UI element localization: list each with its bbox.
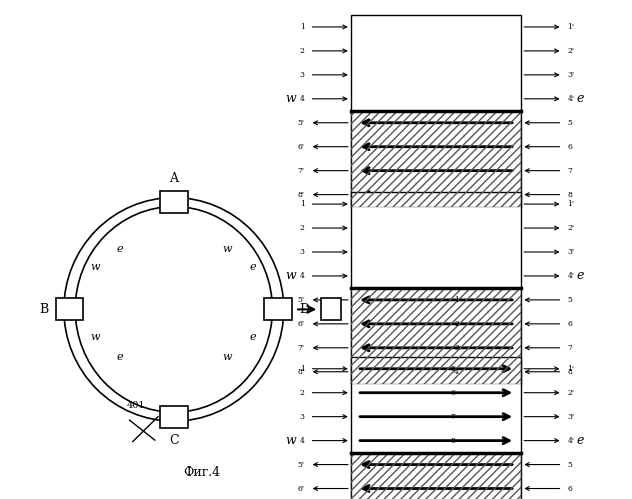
Text: 3: 3 <box>300 71 305 79</box>
Text: 4': 4' <box>568 95 574 103</box>
Text: 8': 8' <box>298 191 305 199</box>
Text: 401: 401 <box>126 401 145 410</box>
Bar <box>351 111 521 207</box>
Text: 6': 6' <box>298 143 305 151</box>
Bar <box>351 15 521 111</box>
Bar <box>160 191 188 213</box>
Text: 6: 6 <box>568 485 573 493</box>
Text: 5: 5 <box>568 296 573 304</box>
Bar <box>351 288 521 384</box>
Text: 7: 7 <box>568 344 573 352</box>
Text: 5': 5' <box>298 461 305 469</box>
Text: 6: 6 <box>451 389 456 397</box>
Text: 3': 3' <box>568 413 574 421</box>
Text: 2': 2' <box>568 47 574 55</box>
Text: w: w <box>222 352 233 362</box>
Text: A: A <box>432 216 441 229</box>
Bar <box>351 192 521 288</box>
Text: 1: 1 <box>300 23 305 31</box>
Text: 3: 3 <box>300 248 305 256</box>
Text: w: w <box>285 269 296 282</box>
Text: 4: 4 <box>300 272 305 280</box>
Text: w: w <box>285 92 296 105</box>
Text: 6': 6' <box>298 485 305 493</box>
Bar <box>351 111 521 207</box>
Text: 5: 5 <box>568 119 573 127</box>
Text: e: e <box>576 434 584 447</box>
Bar <box>351 453 521 499</box>
Text: 6': 6' <box>298 320 305 328</box>
Text: 7: 7 <box>568 167 573 175</box>
Text: 7': 7' <box>298 167 305 175</box>
Text: 3: 3 <box>454 344 459 352</box>
Text: 5': 5' <box>298 119 305 127</box>
Text: 7: 7 <box>451 413 456 421</box>
Text: e: e <box>250 262 256 272</box>
Text: w: w <box>285 434 296 447</box>
Text: C: C <box>169 434 179 447</box>
Text: 1': 1' <box>568 365 574 373</box>
Text: 1': 1' <box>568 23 574 31</box>
Text: B: B <box>39 303 48 316</box>
Text: 2': 2' <box>568 224 574 232</box>
Text: 4: 4 <box>454 368 459 376</box>
Text: e: e <box>576 92 584 105</box>
Text: 8: 8 <box>568 191 573 199</box>
Bar <box>321 298 341 320</box>
Text: 8: 8 <box>451 437 456 445</box>
Bar <box>160 406 188 428</box>
Text: 3': 3' <box>568 71 574 79</box>
Text: e: e <box>250 332 256 342</box>
Text: D: D <box>300 303 310 316</box>
Text: 1: 1 <box>300 365 305 373</box>
Text: 1': 1' <box>568 200 574 208</box>
Text: 4': 4' <box>568 272 574 280</box>
Text: 7': 7' <box>298 344 305 352</box>
Text: 3: 3 <box>300 413 305 421</box>
Text: 1: 1 <box>300 200 305 208</box>
Bar <box>351 357 521 453</box>
Text: 8: 8 <box>568 368 573 376</box>
Text: 5: 5 <box>451 365 456 373</box>
Text: w: w <box>90 262 100 272</box>
Text: e: e <box>117 245 123 254</box>
Text: e: e <box>576 269 584 282</box>
Text: 4: 4 <box>300 437 305 445</box>
Text: 8': 8' <box>298 368 305 376</box>
Text: 4: 4 <box>300 95 305 103</box>
Text: 4': 4' <box>568 437 574 445</box>
Text: 5: 5 <box>568 461 573 469</box>
Text: 1: 1 <box>454 296 459 304</box>
Text: 3': 3' <box>568 248 574 256</box>
Text: A: A <box>169 172 178 185</box>
Text: 2: 2 <box>300 224 305 232</box>
Text: 2: 2 <box>300 47 305 55</box>
Bar <box>351 288 521 384</box>
Text: Фиг.4: Фиг.4 <box>184 466 221 479</box>
Bar <box>264 298 292 320</box>
Text: 5': 5' <box>298 296 305 304</box>
Text: B: B <box>432 393 441 406</box>
Text: e: e <box>117 352 123 362</box>
Bar <box>56 298 83 320</box>
Text: 2': 2' <box>568 389 574 397</box>
Text: 2: 2 <box>454 320 459 328</box>
Text: w: w <box>222 245 233 254</box>
Text: 6: 6 <box>568 143 573 151</box>
Bar <box>351 453 521 499</box>
Text: 6: 6 <box>568 320 573 328</box>
Text: 2: 2 <box>300 389 305 397</box>
Text: w: w <box>90 332 100 342</box>
